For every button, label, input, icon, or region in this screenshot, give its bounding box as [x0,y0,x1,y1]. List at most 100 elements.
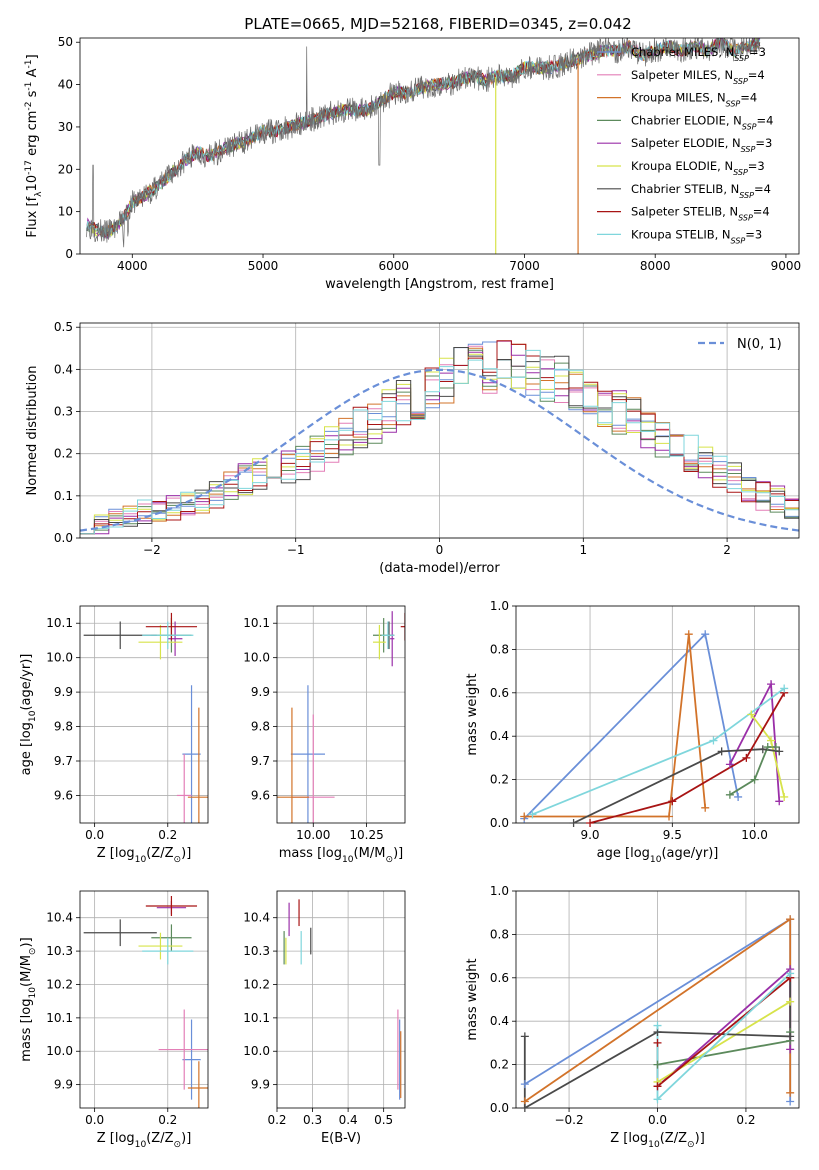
mass-weight-marker [520,1032,529,1041]
figure-title: PLATE=0665, MJD=52168, FIBERID=0345, z=0… [244,15,631,33]
y-tick-label: 10.0 [46,651,73,665]
y-tick-label: 10.2 [46,977,73,991]
y-tick-label: 0.0 [54,531,73,545]
y-axis-label: mass weight [465,673,480,755]
panel-age_vs_mass: 10.00 10.25 9.6 9.7 9.8 9.9 10.0 10.1 mass [log1… [243,605,406,865]
x-axis-label: (data-model)/error [379,561,500,576]
y-tick-label: 10 [58,205,73,219]
y-tick-label: 9.8 [54,720,73,734]
y-tick-label: 1.0 [490,599,509,613]
y-tick-label: 10.4 [243,911,270,925]
legend-entry: Kroupa STELIB, NSSP=3 [631,227,762,245]
legend-entry: Kroupa MILES, NSSP=4 [631,91,757,109]
mass-weight-marker [786,1032,795,1041]
axes-frame [276,890,406,1109]
y-tick-label: 30 [58,120,73,134]
legend-entry: Chabrier ELODIE, NSSP=4 [631,113,773,130]
x-tick-label: 2 [723,543,731,557]
legend-entry: Kroupa ELODIE, NSSP=3 [631,159,765,177]
plot-area [83,612,208,823]
legend-entry: Salpeter STELIB, NSSP=4 [631,205,770,223]
y-tick-label: 10.1 [46,616,73,630]
legend-entry: N(0, 1) [737,337,782,352]
normal-reference-curve [80,368,799,532]
panel-mass_weight_vs_age: 9.0 9.5 10.0 0.0 0.2 0.4 0.6 0.8 1.0 age [log10(a… [465,599,800,865]
panel-residual_histogram: −2 −1 0 1 2 0.0 0.1 0.2 0.3 0.4 0.5 (data-model)/er… [25,320,800,576]
x-tick-label: 7000 [509,259,540,273]
legend-entry: Chabrier MILES, NSSP=3 [631,45,766,63]
y-tick-label: 10.4 [46,911,73,925]
x-axis-label: wavelength [Angstrom, rest frame] [325,277,554,292]
mass-weight-line [589,692,785,823]
mass-weight-marker [786,1045,795,1054]
panel-mass_vs_Z: 0.0 0.2 9.9 10.0 10.1 10.2 10.3 10.4 Z [log10(Z/… [19,890,209,1150]
y-tick-label: 10.3 [243,944,270,958]
y-tick-label: 0.4 [54,362,73,376]
mass-weight-marker [701,630,710,639]
y-axis-label: Normed distribution [25,366,40,496]
mass-weight-marker [586,819,595,827]
x-tick-label: 10.25 [349,828,383,842]
axes-frame [79,37,800,255]
plot-area [80,340,799,535]
observed-spectrum-line [86,38,760,248]
y-tick-label: 10.1 [46,1011,73,1025]
mass-weight-marker [742,753,751,762]
plot-area [277,611,405,823]
y-tick-label: 10.0 [46,1044,73,1058]
mass-weight-marker [653,1095,662,1104]
mass-weight-marker [528,810,537,819]
mass-weight-marker [520,1080,529,1089]
x-tick-label: 0.4 [339,1113,358,1127]
mass-weight-marker [775,747,784,756]
axes-frame [79,322,800,539]
plot-area [86,38,761,254]
mass-weight-marker [569,819,578,827]
mass-weight-marker [734,792,743,801]
legend-entry: Salpeter ELODIE, NSSP=3 [631,136,772,154]
mass-weight-marker [701,803,710,812]
legend-entry: Salpeter MILES, NSSP=4 [631,68,765,86]
axes-frame [79,605,209,824]
x-axis-label: mass [log10(M/M⊙)] [279,846,403,865]
mass-weight-marker [786,915,795,924]
y-tick-label: 9.9 [54,1078,73,1092]
x-tick-label: 8000 [640,259,671,273]
mass-weight-marker [750,775,759,784]
x-tick-label: −1 [287,543,305,557]
y-tick-label: 20 [58,162,73,176]
x-tick-label: 9.0 [580,828,599,842]
x-tick-label: −2 [143,543,161,557]
panel-mass_vs_ebv: 0.2 0.3 0.4 0.5 9.9 10.0 10.1 10.2 10.3 10.4 E(B-V… [243,890,406,1146]
axes-frame [79,890,209,1109]
x-tick-label: 4000 [117,259,148,273]
y-tick-label: 10.2 [243,977,270,991]
mass-weight-marker [786,1088,795,1097]
mass-weight-line [524,634,707,818]
mass-weight-marker [653,1082,662,1091]
x-tick-label: 0.0 [648,1113,667,1127]
y-tick-label: 1.0 [490,884,509,898]
panel-age_vs_Z: 0.0 0.2 9.6 9.7 9.8 9.9 10.0 10.1 Z [log10(Z/Z⊙)… [19,605,209,865]
mass-weight-marker [780,684,789,693]
mass-weight-marker [520,812,529,821]
mass-weight-marker [653,1021,662,1030]
mass-weight-marker [780,792,789,801]
y-tick-label: 0.0 [490,816,509,830]
y-tick-label: 0.1 [54,489,73,503]
y-tick-label: 9.9 [54,685,73,699]
y-tick-label: 9.6 [251,788,270,802]
y-axis-label: mass [log10(M/M⊙)] [19,937,38,1061]
y-tick-label: 0.2 [54,447,73,461]
mass-weight-marker [684,630,693,639]
x-tick-label: 1 [579,543,587,557]
y-axis-label: age [log10(age/yr)] [19,654,38,776]
mass-weight-marker [763,743,772,752]
mass-weight-marker [758,745,767,754]
x-tick-label: 6000 [378,259,409,273]
y-tick-label: 50 [58,35,73,49]
panel-spectrum: 4000 5000 6000 7000 8000 9000 0 10 20 30 40 50 wavel… [24,35,801,292]
y-axis-label: mass weight [465,958,480,1040]
mass-weight-marker [786,1097,795,1106]
x-tick-label: 0.3 [303,1113,322,1127]
